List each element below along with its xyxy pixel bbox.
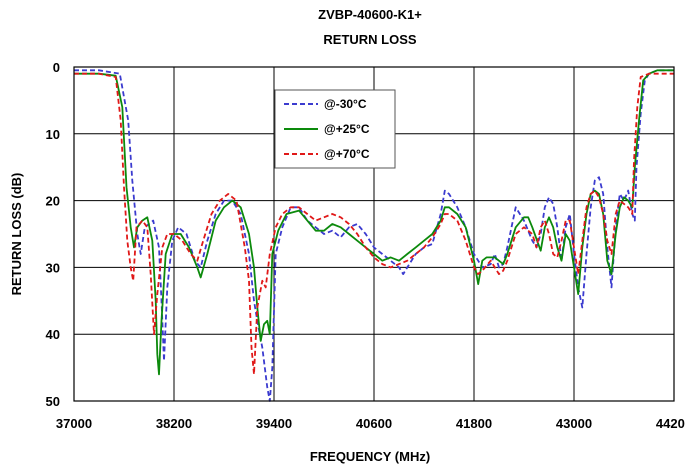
x-tick-label: 38200 xyxy=(156,416,192,431)
series-line-0 xyxy=(74,69,674,402)
y-tick-label: 0 xyxy=(53,60,60,75)
x-tick-label: 37000 xyxy=(56,416,92,431)
series-layer xyxy=(74,69,674,402)
x-tick-label: 40600 xyxy=(356,416,392,431)
y-tick-labels: 0 10 20 30 40 50 xyxy=(46,60,60,409)
legend-label-2: @+70°C xyxy=(324,147,370,161)
y-tick-label: 10 xyxy=(46,127,60,142)
legend-label-1: @+25°C xyxy=(324,122,370,136)
series-line-2 xyxy=(74,72,674,376)
y-tick-label: 30 xyxy=(46,260,60,275)
y-axis-title: RETURN LOSS (dB) xyxy=(9,173,24,296)
plot-frame xyxy=(73,66,675,402)
x-tick-label: 41800 xyxy=(456,416,492,431)
legend-label-0: @-30°C xyxy=(324,97,367,111)
chart-subtitle: RETURN LOSS xyxy=(323,32,417,47)
chart-title: ZVBP-40600-K1+ xyxy=(318,7,422,22)
y-tick-label: 20 xyxy=(46,194,60,209)
x-axis-title: FREQUENCY (MHz) xyxy=(310,449,430,464)
x-tick-label: 39400 xyxy=(256,416,292,431)
y-tick-label: 40 xyxy=(46,327,60,342)
y-tick-label: 50 xyxy=(46,394,60,409)
x-tick-label: 43000 xyxy=(556,416,592,431)
legend: @-30°C @+25°C @+70°C xyxy=(274,89,396,169)
